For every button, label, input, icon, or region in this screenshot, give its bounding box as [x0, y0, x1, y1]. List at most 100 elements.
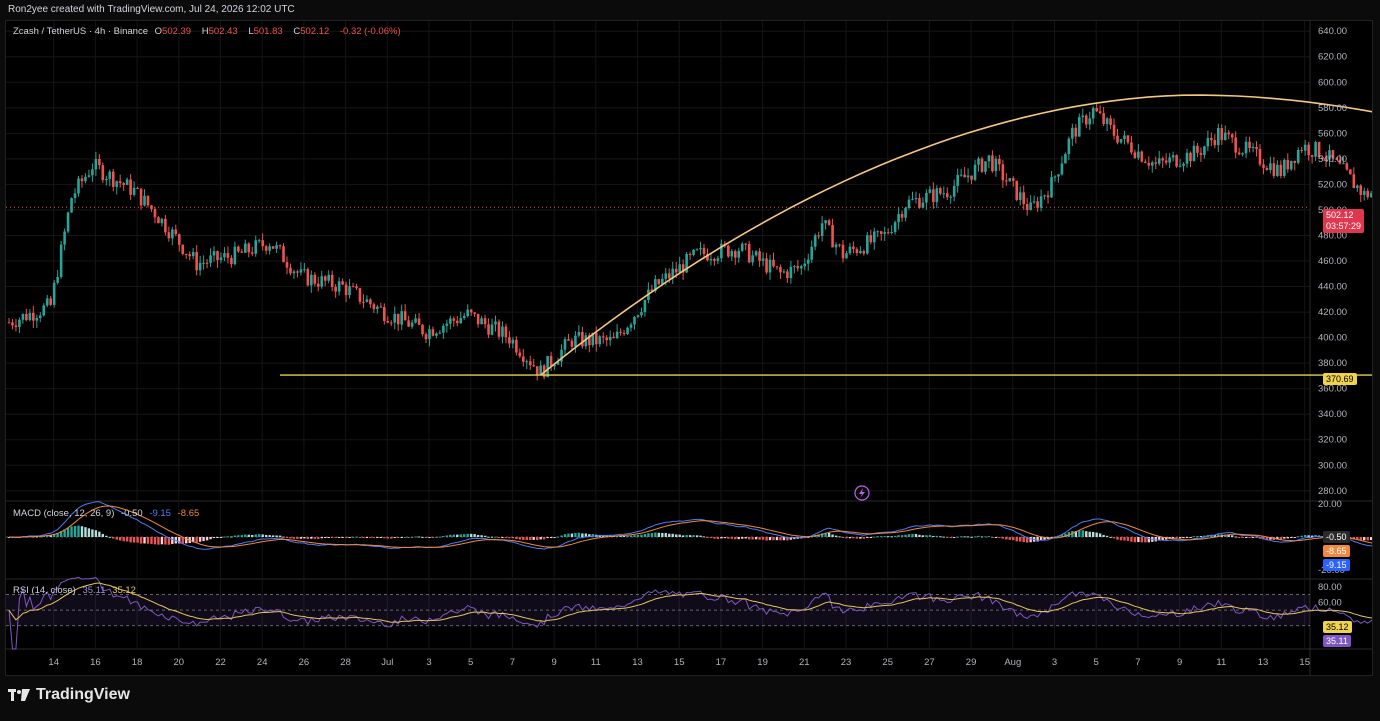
candle-body — [400, 311, 403, 325]
candle-body — [994, 158, 998, 172]
candle-body — [1161, 158, 1164, 161]
candle-up — [1071, 123, 1074, 147]
candle-up — [897, 207, 900, 230]
macd-histogram-bar — [52, 534, 56, 537]
candle-body — [793, 266, 796, 268]
candle-body — [334, 286, 337, 292]
candle-up — [740, 242, 744, 252]
candle-up — [883, 226, 886, 241]
macd-histogram-bar — [132, 537, 136, 543]
macd-histogram-bar — [1352, 537, 1356, 540]
macd-histogram-bar — [1307, 535, 1310, 537]
candle-body — [1171, 155, 1175, 158]
candle-up — [629, 322, 633, 332]
candle-body — [379, 306, 383, 308]
time-axis-label: 9 — [1177, 657, 1182, 668]
macd-histogram-bar — [1071, 530, 1074, 537]
candle-body — [271, 246, 275, 249]
candle-down — [497, 319, 501, 340]
macd-histogram-bar — [49, 535, 52, 537]
candle-body — [563, 339, 567, 350]
candle-up — [1192, 140, 1196, 162]
grid-lines — [6, 21, 1372, 675]
candle-body — [1109, 118, 1112, 125]
candle-up — [1296, 147, 1300, 165]
candle-down — [1074, 124, 1078, 144]
macd-histogram-bar — [212, 537, 216, 539]
macd-histogram-bar — [351, 536, 355, 538]
candle-up — [546, 355, 549, 378]
macd-histogram-bar — [744, 537, 747, 539]
candle-body — [1032, 201, 1036, 203]
macd-histogram-bar — [675, 534, 678, 537]
macd-histogram-bar — [695, 535, 699, 537]
candle-down — [389, 320, 393, 326]
candle-body — [1091, 108, 1095, 119]
candle-up — [1050, 171, 1053, 198]
candle-body — [709, 259, 713, 261]
candle-up — [890, 225, 893, 235]
macd-histogram-bar — [845, 537, 848, 539]
macd-histogram-bar — [1019, 537, 1022, 542]
candle-body — [264, 246, 268, 251]
candle-down — [386, 316, 390, 324]
candle-up — [223, 247, 226, 262]
candle-body — [18, 319, 21, 328]
candle-body — [351, 286, 355, 288]
candle-down — [118, 174, 122, 188]
macd-histogram-bar — [1293, 537, 1296, 538]
macd-histogram-bar — [369, 537, 372, 538]
candle-body — [91, 169, 94, 176]
macd-histogram-bar — [1171, 537, 1175, 539]
macd-histogram-bar — [98, 531, 101, 537]
countdown-value: 03:57:29 — [1326, 221, 1362, 231]
candle-down — [1265, 165, 1269, 171]
candle-body — [21, 313, 25, 320]
candle-down — [841, 239, 845, 263]
candle-body — [1230, 134, 1234, 138]
candle-body — [626, 327, 629, 334]
candle-body — [786, 271, 789, 279]
candle-body — [1241, 153, 1244, 155]
candle-down — [330, 270, 334, 292]
macd-histogram-bar — [1144, 537, 1147, 543]
candle-up — [577, 325, 581, 338]
candle-down — [101, 162, 105, 183]
macd-histogram-bar — [237, 535, 240, 537]
candle-up — [303, 263, 306, 273]
candle-up — [872, 227, 876, 250]
candle-up — [973, 159, 977, 182]
candle-up — [1060, 156, 1064, 176]
macd-histogram-bar — [497, 537, 501, 538]
candle-down — [247, 242, 251, 258]
chart-canvas[interactable]: 640.00620.00600.00580.00560.00540.00520.… — [6, 21, 1372, 675]
candle-down — [240, 249, 244, 253]
macd-histogram-bar — [935, 535, 939, 537]
macd-histogram-bar — [310, 537, 313, 539]
chart-frame[interactable]: 640.00 620.00 600.00 580.00 560.00 540.00 520.… — [5, 20, 1373, 676]
candle-up — [1328, 144, 1331, 167]
candle-up — [428, 325, 431, 347]
candle-down — [476, 313, 480, 328]
macd-histogram-bar — [956, 536, 959, 538]
candle-body — [1067, 138, 1071, 155]
candle-up — [275, 241, 278, 253]
candle-down — [396, 313, 400, 331]
macd-histogram-bar — [977, 535, 980, 537]
candle-body — [483, 318, 487, 325]
candle-up — [730, 249, 734, 262]
macd-histogram-bar — [890, 536, 893, 538]
time-axis-label: 13 — [1258, 657, 1269, 668]
candle-down — [230, 255, 233, 268]
time-axis-label: 13 — [632, 657, 643, 668]
macd-histogram-bar — [1025, 537, 1029, 543]
candle-body — [914, 198, 918, 200]
candle-down — [306, 267, 310, 287]
macd-histogram-bar — [949, 537, 952, 538]
candle-body — [205, 262, 209, 264]
time-axis-label: 17 — [716, 657, 727, 668]
candle-body — [1244, 141, 1248, 154]
time-axis-label: 3 — [426, 657, 431, 668]
candle-down — [1279, 160, 1283, 179]
macd-histogram-bar — [386, 537, 389, 539]
